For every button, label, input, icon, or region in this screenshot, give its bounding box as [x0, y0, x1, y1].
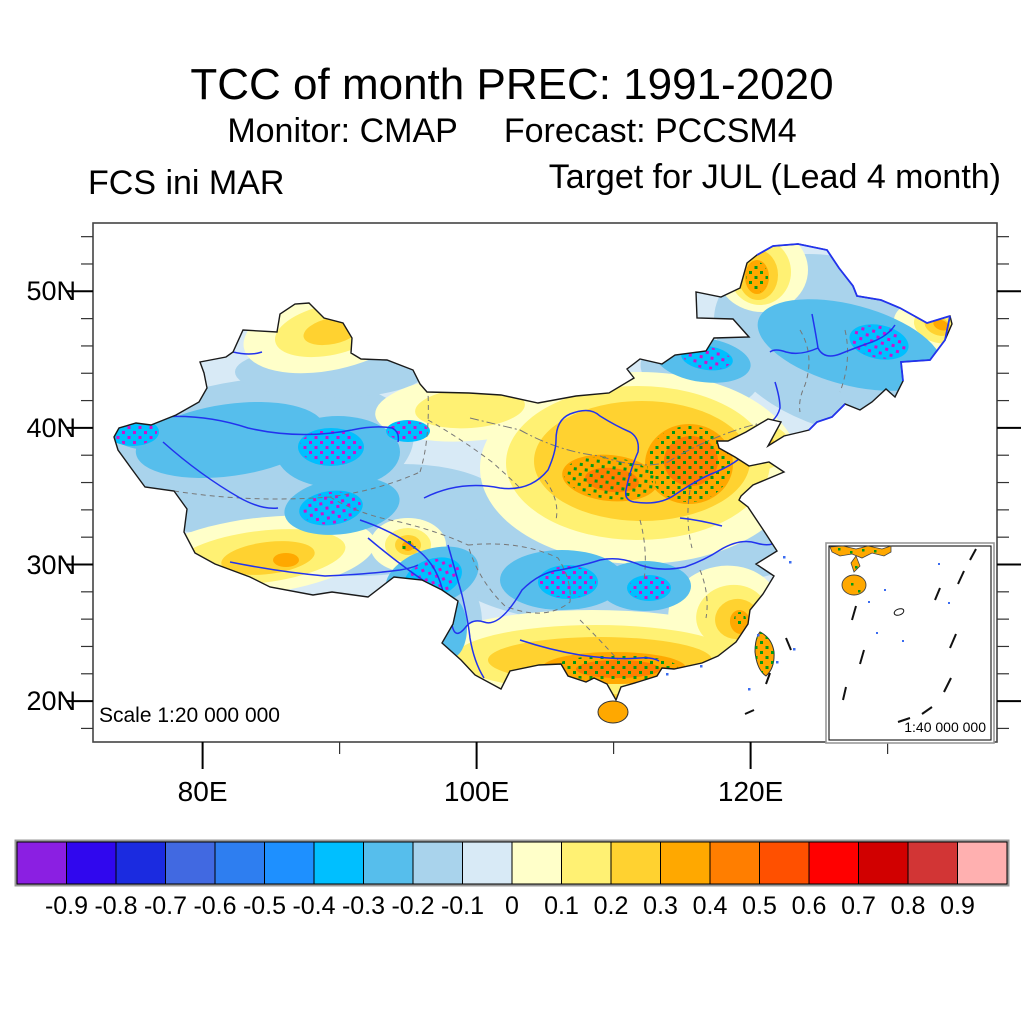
colorbar-tick-label: 0.9	[940, 892, 975, 920]
region-border-dashdot	[469, 417, 758, 466]
inset-leizhou	[850, 555, 861, 573]
colorbar-cell	[462, 841, 513, 885]
colorbar-cell	[165, 841, 216, 885]
map-scale-label: Scale 1:20 000 000	[99, 704, 280, 727]
river-border-lines	[756, 243, 951, 431]
colorbar-cell	[561, 841, 612, 885]
colorbar-tick-label: -0.1	[440, 892, 485, 920]
colorbar-tick-label: -0.7	[143, 892, 188, 920]
colorbar-tick-label: 0.1	[544, 892, 579, 920]
colorbar-cell	[808, 841, 859, 885]
monitor-label: Monitor: CMAP	[227, 112, 458, 150]
forecast-label: Forecast: PCCSM4	[503, 112, 797, 150]
x-axis-label: 100E	[443, 776, 510, 807]
y-axis-label: 20N	[26, 686, 76, 717]
y-axis-label: 30N	[26, 549, 76, 580]
colorbar-cell	[511, 841, 562, 885]
inset-stipple	[838, 548, 877, 593]
colorbar-tick-label: 0.4	[692, 892, 728, 920]
colorbar-tick-label: -0.4	[292, 892, 336, 920]
taiwan-stipple	[755, 632, 775, 676]
hainan-island	[597, 700, 629, 724]
colorbar-cell	[957, 841, 1008, 885]
colorbar-tick-label: 0.7	[841, 892, 876, 920]
colorbar-tick-label: 0.5	[742, 892, 777, 920]
figure-subtitle: Monitor: CMAP Forecast: PCCSM4	[0, 112, 1024, 151]
colorbar-tick-label: -0.5	[242, 892, 287, 920]
colorbar-cell	[907, 841, 958, 885]
colorbar-tick-label: 0.8	[890, 892, 926, 920]
inset-dash-line	[842, 548, 977, 723]
target-month-label: Target for JUL (Lead 4 month)	[548, 158, 1001, 196]
inset-hainan	[841, 574, 867, 596]
inset-scale-label: 1:40 000 000	[904, 719, 986, 735]
colorbar-cell	[66, 841, 117, 885]
y-axis-label: 50N	[26, 276, 76, 307]
colorbar	[14, 839, 1010, 887]
colorbar-tick-label: -0.2	[391, 892, 435, 920]
colorbar-cell	[858, 841, 909, 885]
colorbar-cell	[214, 841, 265, 885]
stipple-positive	[400, 262, 768, 681]
colorbar-cell	[264, 841, 315, 885]
colorbar-tick-label: -0.3	[341, 892, 386, 920]
colorbar-cell	[16, 841, 67, 885]
colorbar-cell	[660, 841, 711, 885]
x-axis-label: 80E	[177, 776, 228, 807]
colorbar-cell	[115, 841, 166, 885]
dash-line-segments	[744, 637, 792, 715]
colorbar-cell	[709, 841, 760, 885]
colorbar-tick-label: -0.9	[44, 892, 89, 920]
colorbar-cell	[759, 841, 810, 885]
init-month-label: FCS ini MAR	[88, 164, 285, 202]
y-axis-label: 40N	[26, 412, 76, 443]
inset-islet-ring	[893, 608, 905, 616]
colorbar-tick-label: -0.6	[193, 892, 237, 920]
colorbar-frame	[14, 839, 1010, 887]
colorbar-cell	[313, 841, 364, 885]
colorbar-tick-label: 0.6	[791, 892, 827, 920]
figure-title: TCC of month PREC: 1991-2020	[190, 60, 834, 109]
inset-islets	[868, 563, 950, 642]
colorbar-tick-label: 0.2	[593, 892, 629, 920]
coastal-islets	[666, 556, 796, 691]
colorbar-cell	[610, 841, 661, 885]
colorbar-tick-label: 0.3	[643, 892, 678, 920]
inset-box	[825, 542, 995, 744]
colorbar-cell	[363, 841, 414, 885]
colorbar-cell	[412, 841, 463, 885]
inset-coastline	[829, 545, 892, 559]
stipple-negative	[114, 325, 907, 600]
colorbar-tick-label: 0	[505, 892, 519, 920]
axis-ticks	[67, 236, 1021, 769]
colorbar-tick-label: -0.8	[94, 892, 138, 920]
x-axis-label: 120E	[717, 776, 784, 807]
